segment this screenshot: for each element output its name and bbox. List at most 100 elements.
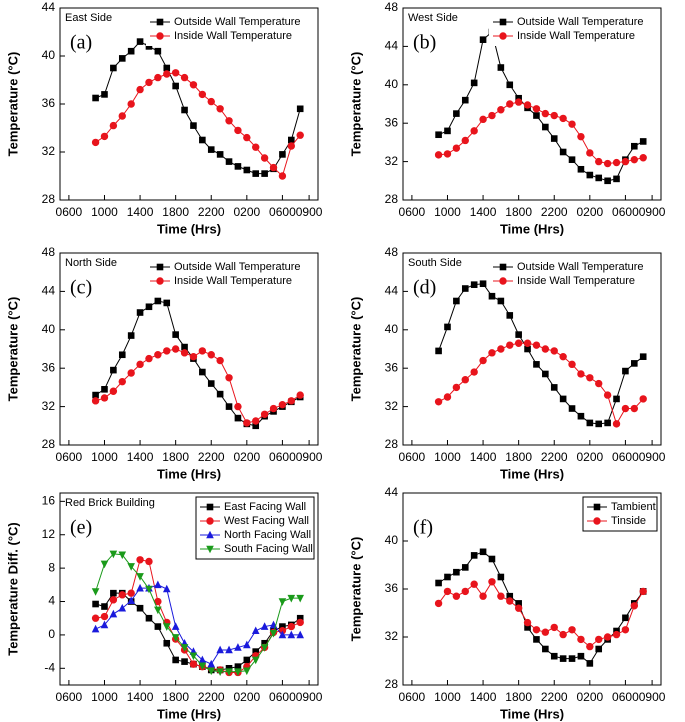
marker [639, 395, 647, 403]
marker [550, 384, 558, 391]
legend-label: South Facing Wall [224, 543, 313, 555]
panel-title: East Side [65, 12, 112, 24]
marker [206, 545, 214, 554]
y-axis-label: Temperature (°C) [348, 52, 363, 157]
marker [136, 604, 144, 612]
x-tick-label: 0900 [296, 450, 323, 464]
marker [479, 548, 487, 556]
x-tick-label: 1800 [162, 450, 189, 464]
marker [163, 347, 171, 355]
marker [488, 578, 496, 586]
marker [118, 55, 126, 62]
marker [278, 630, 287, 639]
x-tick-label: 2200 [198, 205, 225, 219]
marker [109, 121, 118, 130]
marker [296, 594, 305, 603]
marker [639, 154, 647, 162]
marker [533, 361, 540, 368]
panel-label: (c) [70, 277, 92, 299]
marker [154, 47, 162, 55]
marker [296, 618, 304, 627]
marker [101, 386, 108, 393]
marker [532, 341, 541, 349]
panel-title: Red Brick Building [65, 497, 155, 509]
marker [461, 96, 469, 104]
panel: 28 32 36 40 44 48 0600 1000 1400 1800 2200 0200 0600… [5, 245, 322, 481]
x-tick-label: 1000 [434, 205, 461, 219]
x-tick-label: 2200 [541, 690, 568, 704]
marker [444, 573, 451, 581]
marker [287, 622, 296, 631]
y-tick-label: 32 [385, 629, 399, 643]
marker [100, 132, 109, 141]
panel-label: (a) [70, 32, 92, 54]
marker [207, 380, 215, 387]
marker [577, 412, 585, 420]
panel-label: (d) [413, 277, 436, 299]
marker [499, 32, 507, 40]
x-axis-label: Time (Hrs) [157, 706, 221, 721]
panel-title: South Side [408, 257, 462, 269]
marker [603, 391, 612, 399]
x-tick-label: 0600 [269, 450, 296, 464]
y-tick-label: 40 [42, 48, 56, 62]
marker [479, 36, 487, 43]
marker [156, 32, 164, 40]
marker [171, 69, 180, 77]
marker [593, 517, 601, 525]
marker [156, 18, 164, 26]
marker [541, 628, 550, 636]
marker [586, 642, 594, 651]
legend-box [489, 257, 657, 291]
series-line [95, 300, 301, 427]
y-tick-label: 16 [42, 494, 56, 508]
marker [136, 38, 144, 45]
marker [136, 85, 144, 94]
marker [180, 349, 189, 357]
series-line [95, 72, 301, 177]
marker [506, 100, 514, 108]
marker [613, 395, 620, 403]
x-tick-label: 0600 [56, 690, 83, 704]
y-tick-label: 12 [42, 527, 56, 541]
marker [444, 323, 451, 331]
marker [533, 636, 540, 643]
marker [136, 309, 144, 316]
y-axis-label: Temperature (°C) [348, 297, 363, 402]
marker [252, 422, 260, 430]
marker [443, 150, 452, 158]
marker [568, 655, 576, 662]
marker [207, 146, 215, 153]
marker [542, 123, 549, 131]
marker [479, 592, 487, 600]
marker [109, 596, 118, 604]
marker [559, 655, 567, 662]
marker [260, 154, 269, 162]
marker [118, 603, 127, 612]
marker [269, 629, 278, 638]
marker [127, 100, 135, 108]
marker [577, 652, 585, 660]
y-tick-label: 28 [42, 192, 56, 206]
marker [453, 568, 460, 576]
marker [279, 151, 286, 158]
y-tick-label: 0 [48, 627, 55, 641]
x-tick-label: 0600 [399, 205, 426, 219]
marker [435, 579, 442, 587]
marker [261, 639, 268, 647]
marker [92, 391, 99, 399]
marker [189, 81, 198, 89]
y-tick-label: 36 [42, 96, 56, 110]
y-tick-label: 32 [385, 154, 399, 168]
marker [269, 404, 278, 413]
marker [100, 612, 109, 621]
marker [541, 109, 550, 118]
marker [278, 598, 287, 606]
x-tick-label: 0600 [612, 690, 639, 704]
marker [499, 263, 507, 271]
x-tick-label: 2200 [198, 450, 225, 464]
marker [559, 114, 567, 123]
series-line [438, 31, 644, 182]
series-line [95, 348, 301, 424]
